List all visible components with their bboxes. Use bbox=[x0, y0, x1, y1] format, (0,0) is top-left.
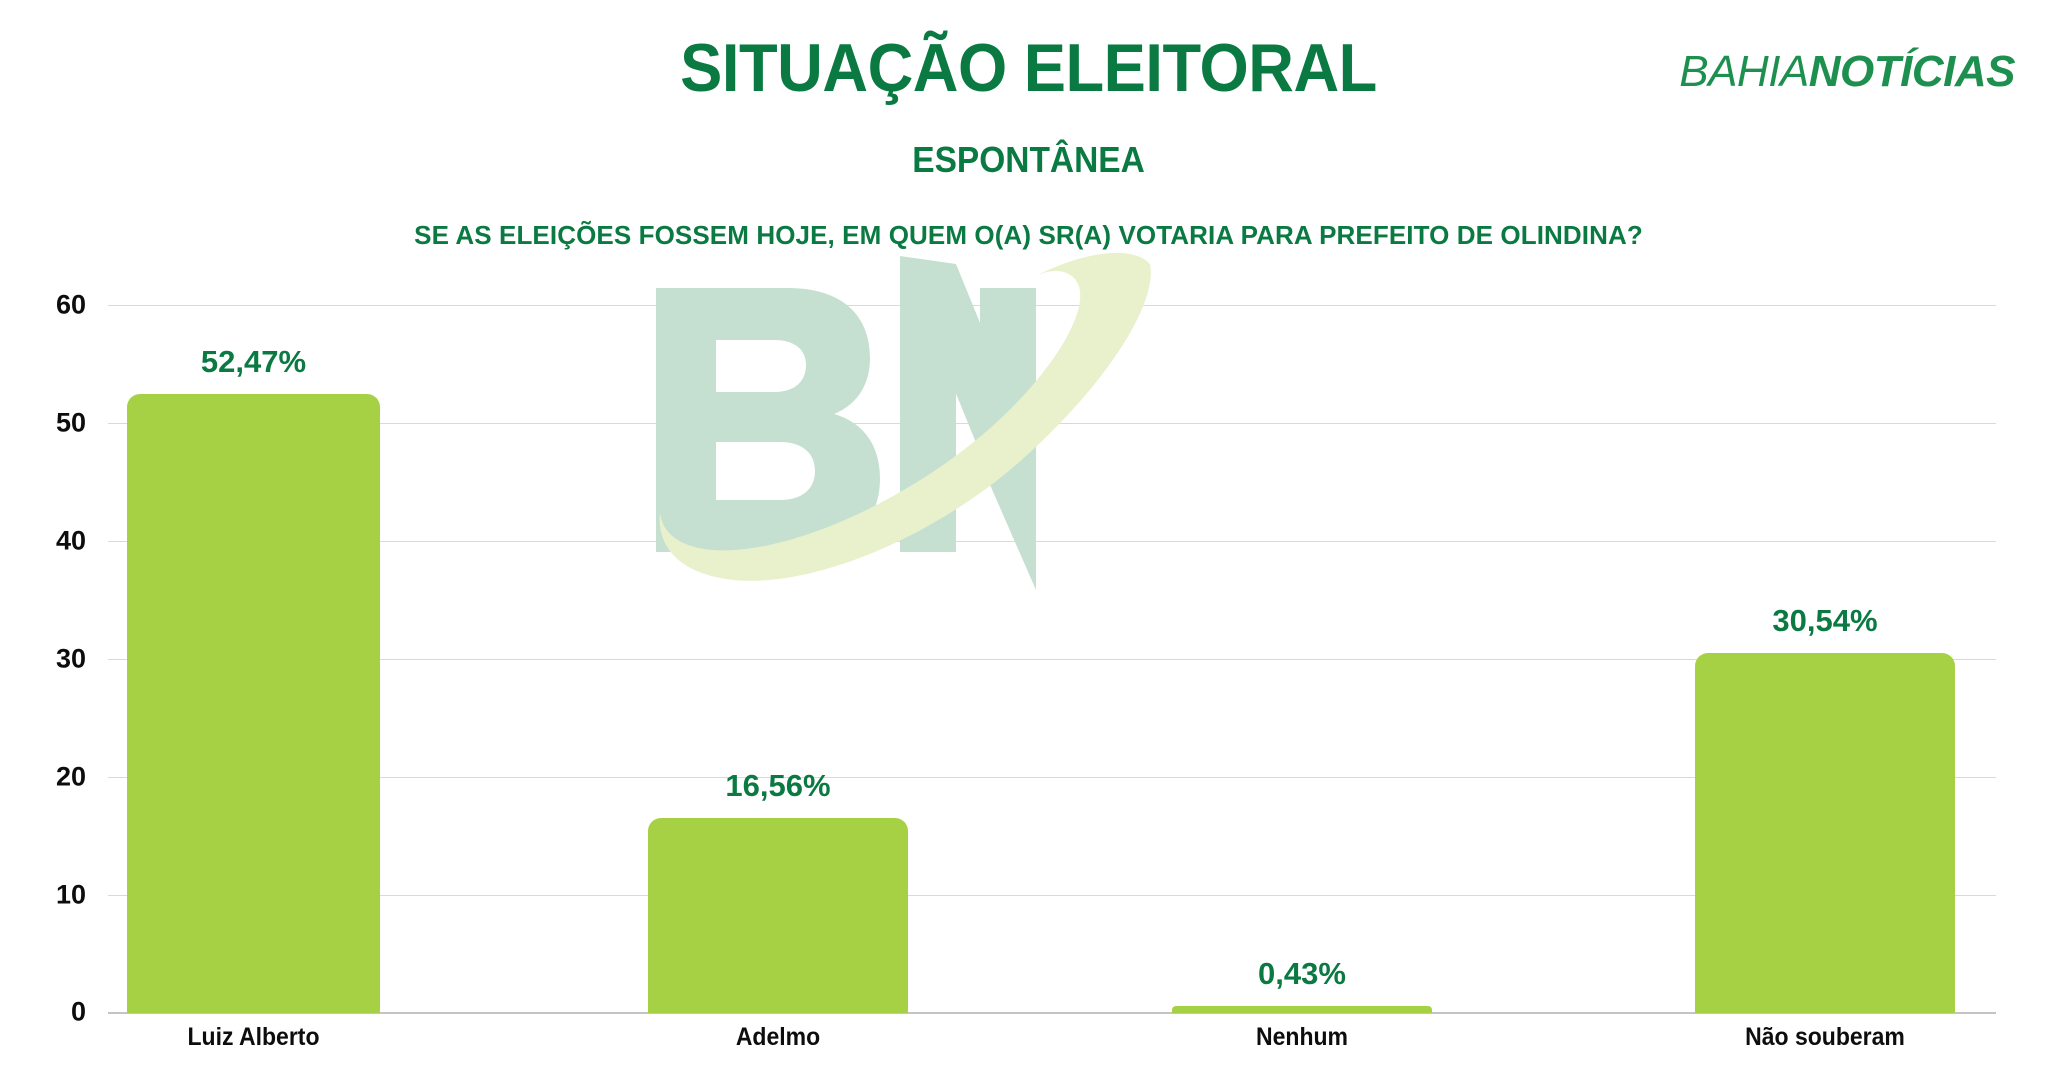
bar-nenhum[interactable] bbox=[1172, 1006, 1432, 1013]
y-axis-tick-30: 30 bbox=[55, 643, 86, 674]
chart-subtitle: ESPONTÂNEA bbox=[912, 139, 1145, 180]
y-axis-tick-60: 60 bbox=[55, 289, 86, 320]
gridline-10 bbox=[108, 895, 1996, 896]
logo-text-bahia: BAHIA bbox=[1679, 47, 1809, 96]
bar-value-adelmo: 16,56% bbox=[725, 768, 831, 803]
gridline-20 bbox=[108, 777, 1996, 778]
header: SITUAÇÃO ELEITORAL ESPONTÂNEA SE AS ELEI… bbox=[0, 0, 2057, 270]
bar-value-luiz-alberto: 52,47% bbox=[200, 344, 307, 379]
plot-area: 60 50 40 30 20 10 0 52,47% Luiz Alberto bbox=[56, 252, 1996, 1050]
x-axis-label-luiz-alberto: Luiz Alberto bbox=[187, 1023, 320, 1051]
bn-watermark-icon bbox=[656, 252, 1151, 590]
axis-baseline bbox=[108, 1012, 1996, 1014]
page-title: SITUAÇÃO ELEITORAL bbox=[680, 30, 1377, 106]
x-axis-label-nao-souberam: Não souberam bbox=[1745, 1023, 1905, 1051]
bahia-noticias-logo: BAHIANOTÍCIAS bbox=[1679, 50, 2015, 94]
y-axis-tick-50: 50 bbox=[55, 407, 86, 438]
gridline-50 bbox=[108, 423, 1996, 424]
y-axis-tick-40: 40 bbox=[55, 525, 86, 556]
logo-text-noticias: NOTÍCIAS bbox=[1808, 47, 2016, 96]
bar-nao-souberam[interactable] bbox=[1695, 653, 1955, 1013]
x-axis-label-adelmo: Adelmo bbox=[735, 1023, 821, 1051]
y-axis-tick-10: 10 bbox=[55, 879, 86, 910]
bar-adelmo[interactable] bbox=[648, 818, 908, 1013]
bn-watermark bbox=[638, 250, 1158, 610]
gridline-30 bbox=[108, 659, 1996, 660]
bar-value-nenhum: 0,43% bbox=[1258, 956, 1346, 991]
gridline-60 bbox=[108, 305, 1996, 306]
y-axis-tick-20: 20 bbox=[55, 761, 86, 792]
y-axis-tick-0: 0 bbox=[70, 996, 86, 1027]
bar-luiz-alberto[interactable] bbox=[127, 394, 380, 1013]
gridline-40 bbox=[108, 541, 1996, 542]
x-axis-label-nenhum: Nenhum bbox=[1256, 1023, 1348, 1051]
chart-question: SE AS ELEIÇÕES FOSSEM HOJE, EM QUEM O(A)… bbox=[414, 220, 1643, 250]
bar-value-nao-souberam: 30,54% bbox=[1772, 603, 1878, 638]
